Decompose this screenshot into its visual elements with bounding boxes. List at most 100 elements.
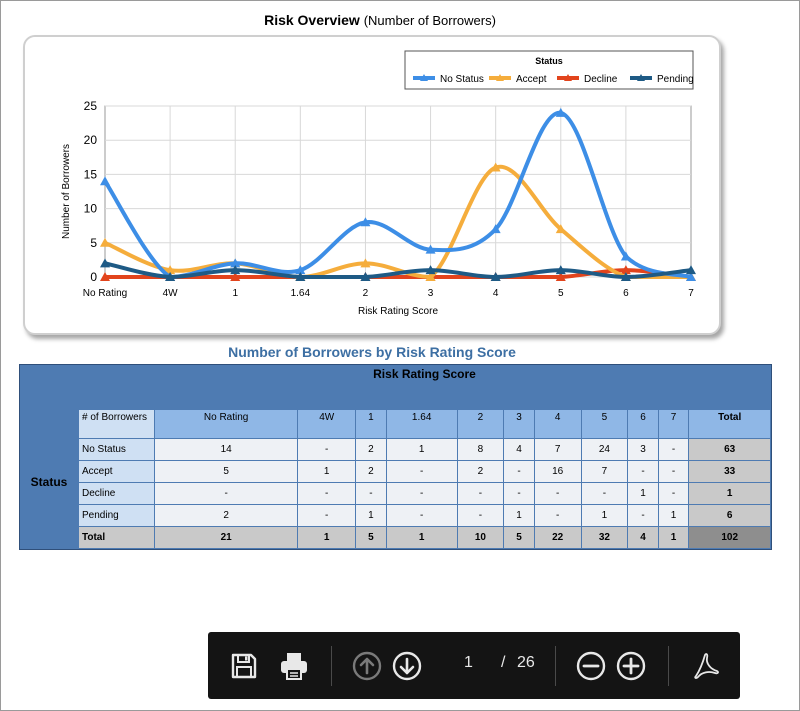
- toolbar-separator: [331, 646, 332, 686]
- data-point: [425, 244, 436, 254]
- table-cell: -: [456, 504, 505, 527]
- chart-subtitle: (Number of Borrowers): [363, 13, 496, 28]
- table-cell: -: [385, 460, 458, 483]
- table-cell: 33: [688, 460, 771, 483]
- table-row: Pending 2-1- -1-1-1 6: [78, 504, 771, 527]
- table-cell: 102: [688, 526, 771, 549]
- y-tick-label: 10: [84, 202, 98, 216]
- table-cell: -: [385, 482, 458, 505]
- zoom-in-icon: [616, 651, 646, 681]
- x-tick-label: 4W: [163, 288, 179, 299]
- page-up-icon: [352, 651, 382, 681]
- legend-label: Pending: [657, 74, 694, 85]
- data-point: [230, 258, 241, 268]
- data-point: [360, 272, 371, 281]
- toolbar-separator: [668, 646, 669, 686]
- save-icon: [231, 653, 257, 679]
- table-cell: 1: [297, 526, 357, 549]
- table-cell: 3: [627, 438, 659, 461]
- x-tick-label: 1.64: [291, 288, 311, 299]
- data-point: [295, 272, 306, 281]
- data-point: [555, 272, 566, 281]
- data-point: [100, 258, 110, 268]
- table-cell: 22: [533, 526, 582, 549]
- data-point: [360, 217, 371, 227]
- table-cell: -: [657, 460, 690, 483]
- save-button[interactable]: [228, 650, 260, 682]
- x-axis-label: Risk Rating Score: [358, 306, 438, 317]
- table-cell: -: [533, 504, 582, 527]
- data-point: [620, 251, 631, 261]
- table-cell: 7: [580, 460, 629, 483]
- row-label: Total: [78, 526, 155, 549]
- total-pages: 26: [517, 654, 535, 671]
- table-cell: 24: [580, 438, 629, 461]
- row-label: No Status: [78, 438, 155, 461]
- column-header: 4W: [297, 409, 357, 439]
- data-point: [490, 162, 501, 172]
- x-tick-label: No Rating: [83, 288, 127, 299]
- table-cell: 2: [355, 438, 387, 461]
- zoom-in-button[interactable]: [615, 650, 647, 682]
- table-cell: 6: [688, 504, 771, 527]
- table-row: Decline - - - - - - - -1-1: [78, 482, 771, 505]
- table-cell: 4: [627, 526, 659, 549]
- y-axis-label: Number of Borrowers: [61, 144, 72, 239]
- table-cell: -: [627, 460, 659, 483]
- x-tick-label: 1: [232, 288, 238, 299]
- column-header: 5: [580, 409, 629, 439]
- column-header: 6: [627, 409, 659, 439]
- row-label: Accept: [78, 460, 155, 483]
- data-point: [490, 272, 501, 281]
- table-cell: 10: [456, 526, 505, 549]
- legend-marker: [420, 74, 428, 81]
- data-point: [230, 265, 241, 275]
- y-tick-label: 20: [84, 133, 98, 147]
- x-tick-label: 3: [428, 288, 434, 299]
- zoom-out-icon: [576, 651, 606, 681]
- crosstab-table: Risk Rating Score Status # of Borrowers N…: [19, 364, 772, 550]
- table-header-row: # of Borrowers No Rating 4W 1 1.64 2 3 4 5 6 7 Tota…: [78, 409, 771, 439]
- next-page-button[interactable]: [391, 650, 423, 682]
- table-cell: 1: [385, 438, 458, 461]
- export-pdf-button[interactable]: [690, 650, 722, 682]
- table-cell: -: [456, 482, 505, 505]
- table-cell: -: [657, 482, 690, 505]
- table-row: Accept 5 1 2-2-16 7- -33: [78, 460, 771, 483]
- table-cell: -: [355, 482, 387, 505]
- corner-header: # of Borrowers: [78, 409, 155, 439]
- table-cell: -: [297, 482, 357, 505]
- data-point: [555, 107, 566, 117]
- data-point: [425, 272, 436, 281]
- x-tick-label: 4: [493, 288, 499, 299]
- zoom-out-button[interactable]: [575, 650, 607, 682]
- x-tick-label: 7: [688, 288, 694, 299]
- print-icon: [281, 653, 307, 680]
- plot-area: [104, 105, 692, 278]
- pdf-icon: [694, 653, 719, 679]
- page-separator: /: [501, 654, 506, 671]
- table-cell: -: [297, 438, 357, 461]
- data-grid: # of Borrowers No Rating 4W 1 1.64 2 3 4 5 6 7 Tota…: [78, 409, 771, 549]
- table-row: Total 21 1 5 1 10 5 22 32 4 1 102: [78, 526, 771, 549]
- table-cell: 14: [153, 438, 299, 461]
- data-point: [555, 224, 566, 234]
- current-page-input[interactable]: 1: [464, 654, 473, 671]
- table-row: No Status 14-2 1 8 4 7 24 3-63: [78, 438, 771, 461]
- previous-page-button[interactable]: [351, 650, 383, 682]
- table-cell: 1: [385, 526, 458, 549]
- row-label: Decline: [78, 482, 155, 505]
- column-header: 1: [355, 409, 387, 439]
- chart-title-text: Risk Overview: [264, 12, 360, 28]
- legend-title: Status: [535, 56, 563, 66]
- y-tick-label: 15: [84, 167, 98, 181]
- page-down-icon: [392, 651, 422, 681]
- table-cell: 1: [503, 504, 535, 527]
- x-tick-label: 5: [558, 288, 564, 299]
- table-cell: 2: [355, 460, 387, 483]
- table-cell: -: [533, 482, 582, 505]
- table-cell: -: [297, 504, 357, 527]
- y-tick-label: 25: [84, 99, 98, 113]
- data-point: [165, 272, 176, 281]
- print-button[interactable]: [278, 650, 310, 682]
